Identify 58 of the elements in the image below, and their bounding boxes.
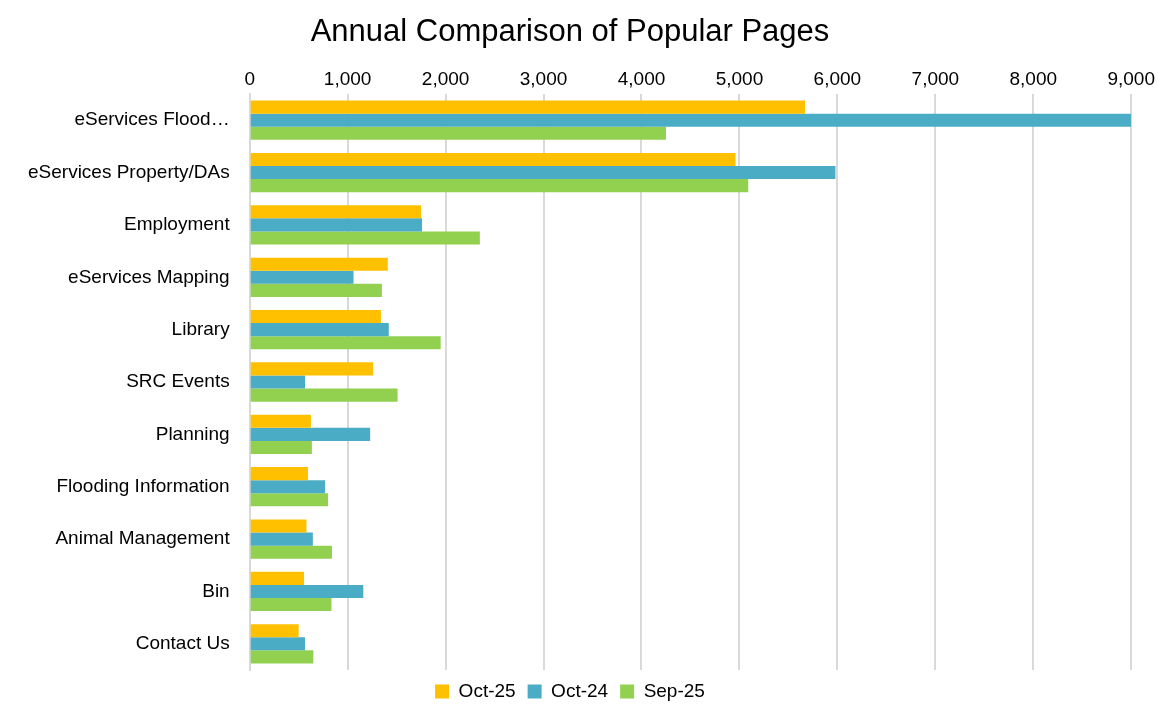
x-tick-label: 7,000 — [911, 67, 960, 89]
bar — [250, 624, 299, 638]
bar — [250, 310, 381, 324]
bar — [250, 637, 306, 651]
bar — [250, 283, 382, 297]
y-tick-label: Planning — [155, 422, 230, 444]
bar — [250, 179, 749, 193]
y-tick-label: Bin — [202, 579, 230, 601]
bar — [250, 270, 354, 284]
bar — [250, 650, 314, 664]
y-tick-label: Contact Us — [135, 632, 230, 654]
x-tick-label: 6,000 — [813, 67, 862, 89]
bar — [250, 571, 305, 585]
bar — [250, 100, 806, 114]
x-tick-label: 8,000 — [1009, 67, 1058, 89]
y-tick-label: eServices Flood… — [74, 108, 230, 130]
legend-label: Oct-24 — [551, 679, 609, 701]
bar — [250, 545, 332, 559]
y-tick-label: Animal Management — [55, 527, 231, 549]
bar — [250, 231, 480, 245]
bar — [250, 205, 422, 219]
y-tick-label: Flooding Information — [56, 474, 230, 496]
bar — [250, 427, 371, 441]
x-tick-label: 5,000 — [715, 67, 764, 89]
bar — [250, 388, 398, 402]
x-tick-label: 3,000 — [519, 67, 568, 89]
bar — [250, 375, 306, 389]
bar — [250, 584, 364, 598]
bar — [250, 480, 326, 494]
x-tick-label: 2,000 — [421, 67, 470, 89]
bar — [250, 362, 374, 376]
bar — [250, 323, 389, 337]
y-tick-label: Library — [171, 317, 231, 339]
bar — [250, 414, 311, 428]
x-tick-label: 0 — [244, 67, 255, 89]
bar — [250, 598, 332, 612]
y-tick-label: SRC Events — [126, 370, 230, 392]
bar — [250, 113, 1132, 127]
bar — [250, 218, 423, 232]
x-tick-label: 4,000 — [617, 67, 666, 89]
bar — [250, 126, 666, 140]
y-tick-label: eServices Property/DAs — [27, 160, 230, 182]
bar — [250, 336, 441, 350]
y-tick-label: Employment — [124, 213, 231, 235]
bar — [250, 519, 307, 533]
bar — [250, 152, 736, 166]
bar — [250, 493, 329, 507]
bar — [250, 257, 388, 271]
x-tick-label: 9,000 — [1107, 67, 1155, 89]
legend-label: Sep-25 — [643, 679, 705, 701]
bar — [250, 166, 836, 180]
legend-label: Oct-25 — [458, 679, 516, 701]
x-tick-label: 1,000 — [323, 67, 372, 89]
bar — [250, 440, 312, 454]
chart-title: Annual Comparison of Popular Pages — [310, 13, 830, 49]
y-tick-label: eServices Mapping — [68, 265, 230, 287]
bar — [250, 532, 313, 546]
bar — [250, 467, 308, 481]
